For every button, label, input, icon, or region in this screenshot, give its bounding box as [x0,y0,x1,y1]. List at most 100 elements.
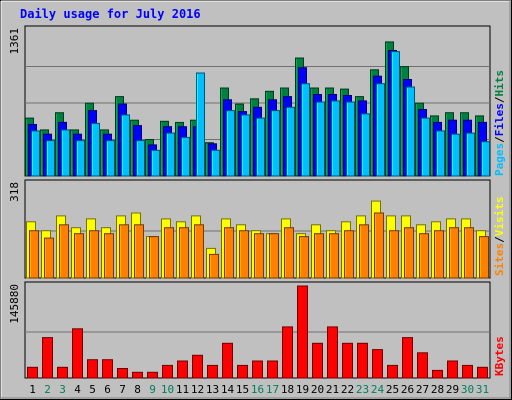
bar-sites-day-10 [164,227,174,279]
day-label-1: 1 [29,383,36,396]
bar-pages-day-3 [61,129,70,177]
bar-kbytes-day-6 [102,359,113,379]
day-label-5: 5 [89,383,96,396]
bar-pages-day-25 [391,51,400,177]
bar-pages-day-15 [241,114,250,177]
bar-kbytes-day-19 [297,285,308,379]
day-label-14: 14 [221,383,235,396]
day-label-21: 21 [326,383,339,396]
day-label-18: 18 [281,383,294,396]
y-max-label: 145880 [8,284,21,324]
hits-panel: 1361 [8,25,491,177]
bar-pages-day-7 [121,114,130,177]
bar-sites-day-1 [29,230,39,279]
bar-pages-day-16 [256,117,265,177]
legend-labels: Pages/Files/Hits Sites/Visits KBytes [493,70,506,376]
legend-kbytes: KBytes [493,336,506,376]
bar-pages-day-17 [271,110,280,177]
bar-pages-day-27 [421,117,430,177]
bar-sites-day-5 [89,230,99,279]
bar-sites-day-11 [179,227,189,279]
bar-pages-day-30 [466,132,475,177]
bar-sites-day-13 [209,253,219,279]
bar-sites-day-8 [134,224,144,279]
bar-sites-day-15 [239,230,249,279]
day-label-27: 27 [416,383,429,396]
day-label-26: 26 [401,383,414,396]
bar-sites-day-17 [269,233,279,279]
day-label-30: 30 [461,383,474,396]
bar-kbytes-day-7 [117,368,128,379]
day-label-25: 25 [386,383,399,396]
day-labels: 1 2 3 4 5 6 7 8 9 10 11 12 13 14 15 16 17 18 19 20 21 22 23 24 2… [29,383,489,396]
bar-pages-day-26 [406,86,415,177]
legend-sites: Sites [493,243,506,276]
bar-sites-day-6 [104,233,114,279]
bar-pages-day-9 [151,149,160,177]
bar-pages-day-4 [76,140,85,177]
bar-pages-day-14 [226,110,235,177]
day-label-6: 6 [104,383,111,396]
bar-pages-day-6 [106,140,115,177]
bar-kbytes-day-13 [207,364,218,379]
visits-panel: 318 [8,179,491,279]
bar-sites-day-30 [464,227,474,279]
bar-pages-day-24 [376,83,385,177]
bar-kbytes-day-28 [432,369,443,379]
day-label-11: 11 [176,383,189,396]
day-label-20: 20 [311,383,324,396]
bar-sites-day-14 [224,227,234,279]
bar-pages-day-20 [316,101,325,177]
bar-pages-day-2 [46,140,55,177]
day-label-16: 16 [251,383,264,396]
bar-sites-day-21 [329,233,339,279]
day-label-28: 28 [431,383,444,396]
day-label-31: 31 [476,383,489,396]
bar-pages-day-22 [346,101,355,177]
bar-kbytes-day-25 [387,364,398,379]
day-label-4: 4 [74,383,81,396]
day-label-22: 22 [341,383,354,396]
bar-pages-day-10 [166,132,175,177]
bar-kbytes-day-23 [357,342,368,379]
bar-sites-day-4 [74,233,84,279]
bar-kbytes-day-16 [252,360,263,379]
bar-sites-day-7 [119,224,129,279]
day-label-24: 24 [371,383,385,396]
bar-kbytes-day-11 [177,360,188,379]
bar-sites-day-27 [419,233,429,279]
bar-sites-day-31 [479,236,489,279]
bar-pages-day-13 [211,149,220,177]
y-max-label: 1361 [8,28,21,55]
bar-pages-day-23 [361,113,370,177]
bar-kbytes-day-15 [237,364,248,379]
bar-kbytes-day-4 [72,328,83,379]
bar-kbytes-day-27 [417,352,428,379]
bar-kbytes-day-12 [192,354,203,379]
bar-sites-day-24 [374,212,384,279]
bar-kbytes-day-24 [372,349,383,379]
legend-text: Pages/Files/Hits [493,70,506,176]
bar-pages-day-8 [136,140,145,177]
bar-pages-day-1 [31,130,40,177]
bar-kbytes-day-29 [447,360,458,379]
bar-kbytes-day-22 [342,342,353,379]
chart-panels: 1361 318 145880 [8,25,491,379]
bar-sites-day-26 [404,227,414,279]
legend-hits: Hits [493,70,506,97]
bar-sites-day-12 [194,224,204,279]
bar-sites-day-2 [44,237,54,279]
bar-pages-day-19 [301,83,310,177]
day-label-13: 13 [206,383,219,396]
kbytes-panel: 145880 [8,281,491,379]
bar-kbytes-day-26 [402,337,413,379]
day-label-12: 12 [191,383,204,396]
bar-kbytes-day-1 [27,366,38,379]
day-label-3: 3 [59,383,66,396]
day-label-19: 19 [296,383,309,396]
bar-pages-day-18 [286,106,295,177]
legend-text: Sites/Visits [493,197,506,277]
legend-text: KBytes [493,336,506,376]
bar-sites-day-28 [434,230,444,279]
day-label-10: 10 [161,383,174,396]
